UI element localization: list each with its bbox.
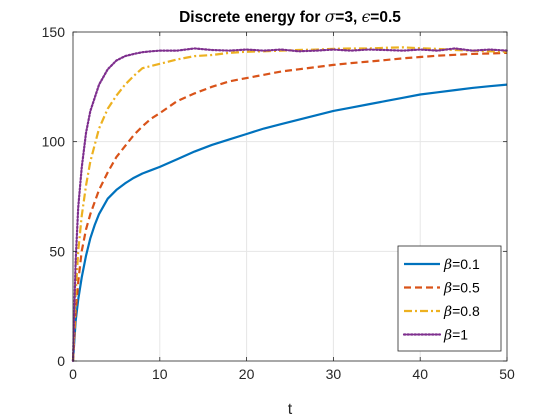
x-tick-label: 0: [69, 366, 77, 382]
legend-symbol: β: [443, 257, 452, 273]
plot-frame: [72, 31, 508, 362]
x-tick-label: 20: [239, 366, 255, 382]
x-tick-label: 10: [152, 366, 168, 382]
x-axis-label: t: [288, 401, 293, 418]
x-tick-label: 30: [326, 366, 342, 382]
series-line-4: [71, 47, 509, 363]
legend-label-3: β=0.8: [443, 303, 480, 320]
series-line-3: [71, 46, 508, 362]
series-lines: [71, 46, 509, 363]
y-tick-label: 100: [42, 134, 66, 150]
title-epsilon: ϵ: [362, 8, 371, 26]
legend: β=0.1β=0.5β=0.8β=1: [397, 245, 502, 352]
title-mid: =3,: [335, 9, 361, 26]
legend-value: =0.8: [452, 303, 480, 319]
axis-ticks: 0 10 20 30 40 50 0 50 100 150: [42, 24, 515, 382]
series-line-1: [71, 83, 508, 362]
chart-title: Discrete energy for σ=3, ϵ=0.5: [179, 8, 401, 26]
legend-symbol: β: [443, 281, 452, 297]
legend-symbol: β: [443, 328, 452, 344]
y-tick-label: 0: [57, 353, 65, 369]
legend-label-2: β=0.5: [443, 280, 480, 297]
x-tick-label: 40: [412, 366, 428, 382]
y-tick-label: 50: [49, 243, 65, 259]
legend-label-4: β=1: [443, 327, 468, 344]
title-suffix: =0.5: [370, 9, 401, 26]
legend-value: =0.5: [452, 280, 480, 296]
title-sigma: σ: [325, 8, 336, 26]
x-tick-label: 50: [499, 366, 515, 382]
legend-label-1: β=0.1: [443, 256, 480, 273]
y-tick-label: 150: [42, 24, 66, 40]
legend-value: =0.1: [452, 256, 480, 272]
legend-value: =1: [452, 327, 468, 343]
title-prefix: Discrete energy for: [179, 9, 325, 26]
series-line-2: [71, 51, 508, 362]
legend-symbol: β: [443, 304, 452, 320]
